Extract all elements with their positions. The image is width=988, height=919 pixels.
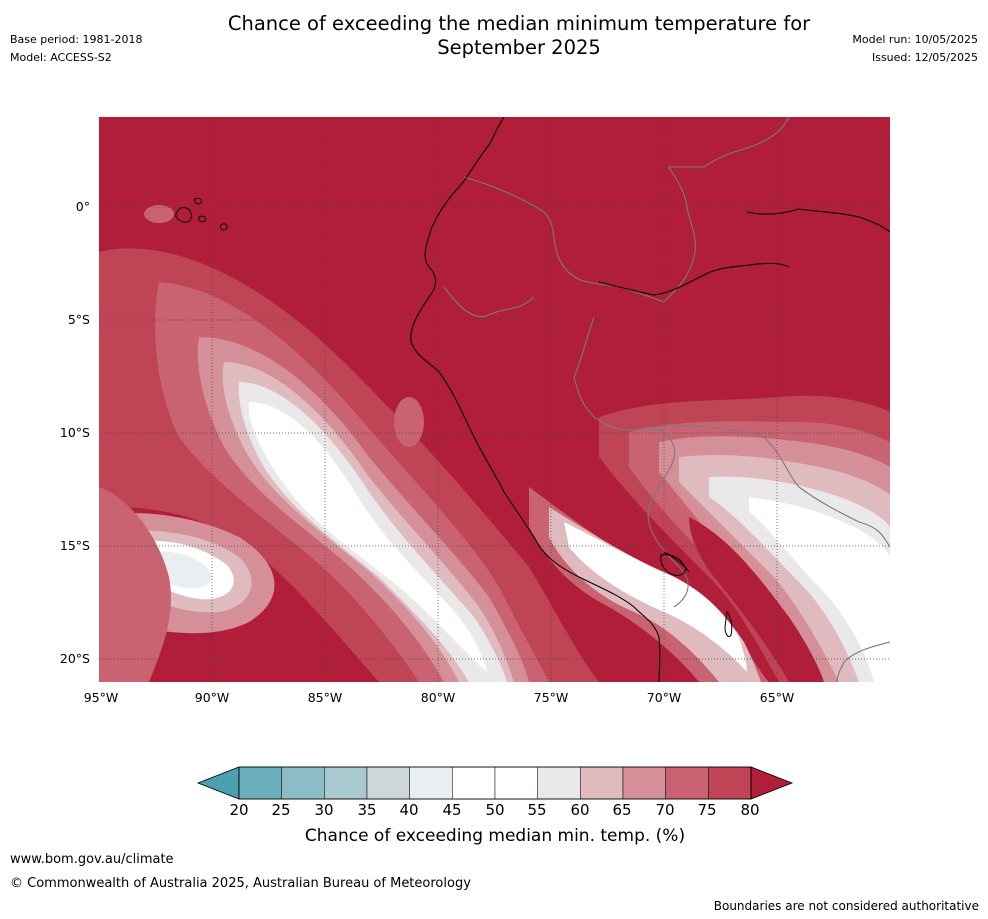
contour-red-tongue — [689, 517, 824, 682]
issued-date: Issued: 12/05/2025 — [871, 51, 978, 64]
forecast-map — [99, 117, 890, 682]
meta-right: Model run: 10/05/2025 Issued: 12/05/2025 — [852, 31, 978, 67]
footer-url: www.bom.gov.au/climate — [10, 852, 174, 867]
colorbar-bin-25-30 — [281, 766, 325, 800]
colorbar-bin-60-65 — [580, 766, 624, 800]
colorbar-tick-35: 35 — [357, 801, 377, 819]
colorbar-bin-65-70 — [622, 766, 666, 800]
colorbar-bin-50-55 — [494, 766, 538, 800]
lon-label-95w: 95°W — [83, 690, 119, 705]
colorbar-tick-30: 30 — [314, 801, 334, 819]
colorbar-extend-high — [750, 766, 794, 800]
colorbar-extend-low — [196, 766, 240, 800]
colorbar-bins — [238, 766, 752, 800]
footer-copyright: © Commonwealth of Australia 2025, Austra… — [10, 876, 471, 891]
contour-coastal-50 — [564, 522, 747, 672]
contour-left-edge — [99, 487, 171, 682]
contour-east-50 — [749, 497, 890, 682]
contour-band-50 — [248, 402, 487, 672]
meta-left: Base period: 1981-2018 Model: ACCESS-S2 — [10, 31, 142, 67]
colorbar-tick-20: 20 — [229, 801, 249, 819]
colorbar-tick-45: 45 — [442, 801, 462, 819]
colorbar-tick-55: 55 — [527, 801, 547, 819]
lon-label-90w: 90°W — [194, 690, 230, 705]
colorbar-bin-40-45 — [409, 766, 453, 800]
lon-label-75w: 75°W — [533, 690, 569, 705]
colorbar-tick-75: 75 — [697, 801, 717, 819]
contour-blob-galapagos — [144, 205, 174, 223]
lat-label-15s: 15°S — [59, 538, 90, 553]
colorbar-tick-60: 60 — [570, 801, 590, 819]
colorbar-bin-20-25 — [238, 766, 282, 800]
colorbar-label: Chance of exceeding median min. temp. (%… — [304, 826, 686, 846]
colorbar — [196, 766, 794, 800]
coastlines — [410, 117, 890, 682]
lon-label-85w: 85°W — [307, 690, 343, 705]
contour-blob-offshore — [394, 397, 424, 447]
base-period: Base period: 1981-2018 — [10, 33, 143, 46]
lon-label-80w: 80°W — [420, 690, 456, 705]
model-run: Model run: 10/05/2025 — [852, 33, 978, 46]
colorbar-bin-55-60 — [537, 766, 581, 800]
colorbar-bin-70-75 — [665, 766, 709, 800]
model-name: Model: ACCESS-S2 — [10, 51, 112, 64]
title-line-2: September 2025 — [437, 36, 601, 59]
gridlines — [99, 117, 890, 682]
title-line-1: Chance of exceeding the median minimum t… — [227, 12, 811, 35]
colorbar-frame — [238, 766, 752, 800]
islands — [175, 197, 733, 638]
colorbar-bin-75-80 — [708, 766, 752, 800]
colorbar-bin-30-35 — [324, 766, 368, 800]
colorbar-tick-80: 80 — [740, 801, 760, 819]
lon-label-65w: 65°W — [759, 690, 795, 705]
lat-label-20s: 20°S — [59, 651, 90, 666]
colorbar-bin-45-50 — [452, 766, 496, 800]
colorbar-tick-40: 40 — [399, 801, 419, 819]
lat-label-0: 0° — [75, 199, 90, 214]
lon-label-70w: 70°W — [646, 690, 682, 705]
lat-label-10s: 10°S — [59, 425, 90, 440]
colorbar-bin-35-40 — [366, 766, 410, 800]
lat-label-5s: 5°S — [67, 312, 90, 327]
footer-disclaimer: Boundaries are not considered authoritat… — [713, 899, 979, 913]
colorbar-tick-70: 70 — [655, 801, 675, 819]
colorbar-tick-25: 25 — [271, 801, 291, 819]
colorbar-tick-65: 65 — [612, 801, 632, 819]
map-title: Chance of exceeding the median minimum t… — [160, 12, 878, 60]
colorbar-tick-50: 50 — [485, 801, 505, 819]
